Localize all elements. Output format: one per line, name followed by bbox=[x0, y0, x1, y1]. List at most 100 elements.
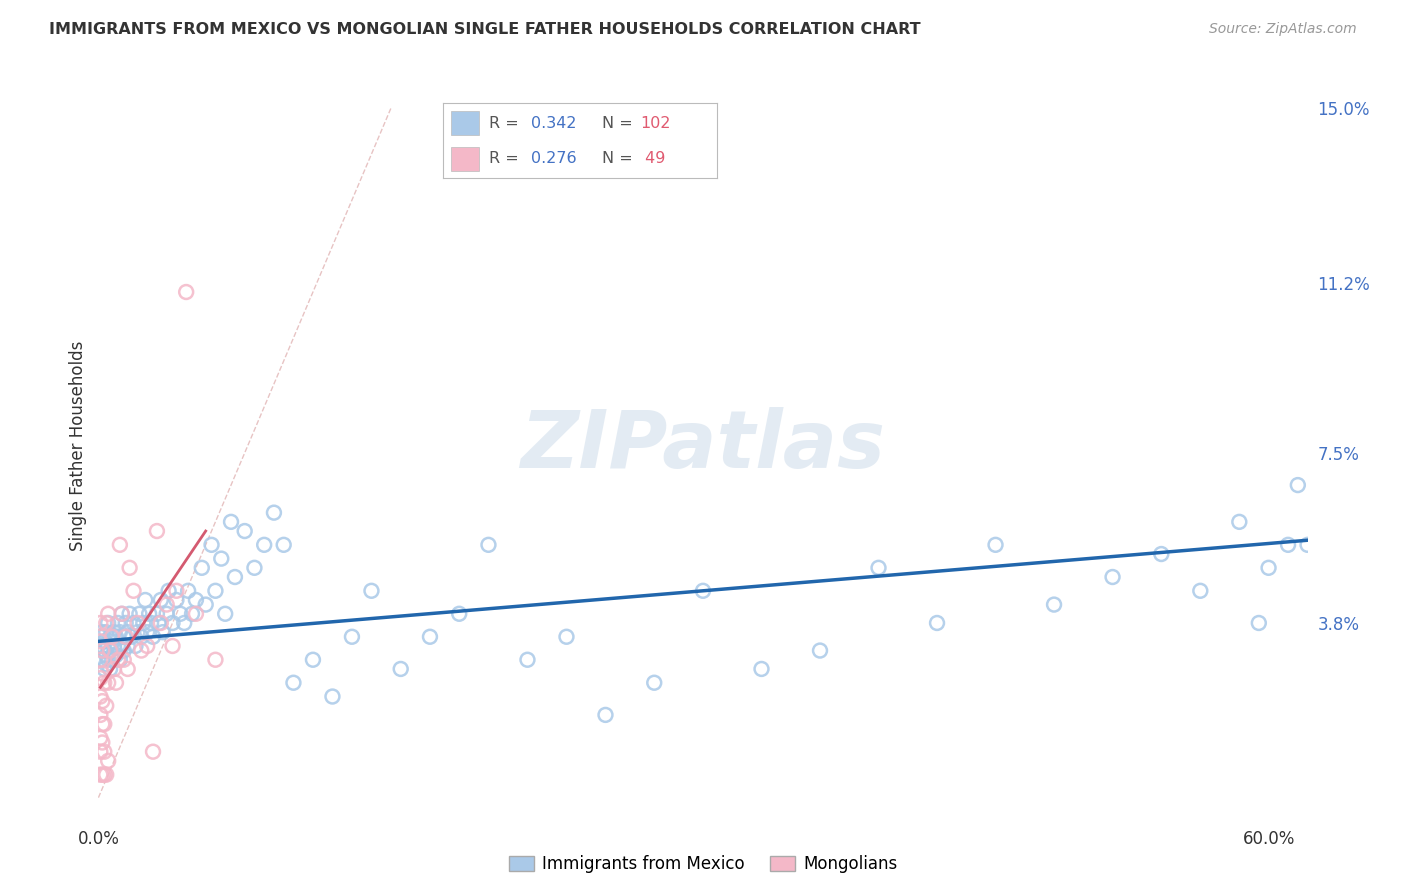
Point bbox=[209, 551, 232, 566]
Point bbox=[91, 653, 114, 667]
Point bbox=[283, 675, 305, 690]
Point bbox=[751, 662, 773, 676]
Point bbox=[96, 698, 118, 713]
Text: ZIPatlas: ZIPatlas bbox=[520, 407, 886, 485]
Point bbox=[131, 630, 153, 644]
Point bbox=[224, 570, 246, 584]
Point bbox=[122, 615, 145, 630]
Point bbox=[419, 630, 441, 644]
Point bbox=[321, 690, 343, 704]
Point bbox=[97, 675, 120, 690]
Point bbox=[111, 639, 134, 653]
Point bbox=[91, 735, 114, 749]
Text: IMMIGRANTS FROM MEXICO VS MONGOLIAN SINGLE FATHER HOUSEHOLDS CORRELATION CHART: IMMIGRANTS FROM MEXICO VS MONGOLIAN SING… bbox=[49, 22, 921, 37]
Point bbox=[97, 754, 120, 768]
Point bbox=[165, 593, 187, 607]
Point bbox=[89, 767, 111, 781]
Point bbox=[91, 666, 114, 681]
Point bbox=[868, 561, 890, 575]
Point bbox=[111, 607, 134, 621]
Point bbox=[200, 538, 222, 552]
Point bbox=[219, 515, 242, 529]
FancyBboxPatch shape bbox=[451, 146, 478, 171]
Point bbox=[93, 634, 115, 648]
Point bbox=[156, 598, 179, 612]
Point bbox=[101, 653, 124, 667]
Point bbox=[194, 598, 217, 612]
Point bbox=[117, 639, 139, 653]
Point bbox=[165, 583, 187, 598]
Point bbox=[204, 653, 226, 667]
Point bbox=[152, 625, 174, 640]
Point bbox=[101, 634, 124, 648]
Point bbox=[136, 625, 159, 640]
Text: N =: N = bbox=[602, 116, 638, 130]
Point bbox=[104, 675, 127, 690]
Text: Source: ZipAtlas.com: Source: ZipAtlas.com bbox=[1209, 22, 1357, 37]
Point bbox=[89, 690, 111, 704]
Point bbox=[156, 607, 179, 621]
Point bbox=[117, 662, 139, 676]
Point bbox=[142, 745, 165, 759]
Point bbox=[136, 639, 159, 653]
Point bbox=[1277, 538, 1299, 552]
Legend: Immigrants from Mexico, Mongolians: Immigrants from Mexico, Mongolians bbox=[502, 848, 904, 880]
Point bbox=[233, 524, 256, 538]
Point bbox=[101, 630, 124, 644]
Point bbox=[132, 615, 155, 630]
Point bbox=[1296, 538, 1319, 552]
Point bbox=[127, 615, 149, 630]
Point bbox=[174, 285, 197, 299]
Point bbox=[177, 583, 200, 598]
Text: R =: R = bbox=[489, 116, 524, 130]
Point bbox=[184, 593, 207, 607]
Point bbox=[302, 653, 325, 667]
Point bbox=[89, 731, 111, 745]
Point bbox=[204, 583, 226, 598]
Point bbox=[253, 538, 276, 552]
Point bbox=[104, 648, 127, 662]
Point bbox=[112, 643, 135, 657]
Point bbox=[96, 648, 118, 662]
Text: 0.342: 0.342 bbox=[530, 116, 576, 130]
Point bbox=[1286, 478, 1309, 492]
Point bbox=[108, 538, 131, 552]
Point bbox=[389, 662, 412, 676]
Point bbox=[96, 625, 118, 640]
Point bbox=[91, 717, 114, 731]
Point bbox=[157, 583, 180, 598]
Point bbox=[98, 643, 121, 657]
Point bbox=[91, 639, 114, 653]
Point bbox=[1101, 570, 1123, 584]
Point bbox=[103, 639, 125, 653]
Point bbox=[117, 625, 139, 640]
Point bbox=[89, 671, 111, 685]
Point bbox=[118, 561, 141, 575]
Point bbox=[134, 593, 156, 607]
Point bbox=[142, 630, 165, 644]
Point bbox=[131, 643, 153, 657]
Point bbox=[1150, 547, 1173, 561]
Text: 0.276: 0.276 bbox=[530, 151, 576, 166]
Point bbox=[595, 707, 617, 722]
Point bbox=[984, 538, 1007, 552]
Point bbox=[89, 707, 111, 722]
Y-axis label: Single Father Households: Single Father Households bbox=[69, 341, 87, 551]
Point bbox=[162, 615, 184, 630]
Point bbox=[516, 653, 538, 667]
Point bbox=[91, 643, 114, 657]
Point bbox=[128, 607, 150, 621]
Point bbox=[89, 630, 111, 644]
Point bbox=[149, 593, 172, 607]
Point bbox=[1189, 583, 1212, 598]
Point bbox=[96, 615, 118, 630]
Point bbox=[184, 607, 207, 621]
Point bbox=[122, 583, 145, 598]
Point bbox=[112, 630, 135, 644]
Point bbox=[89, 653, 111, 667]
Point bbox=[118, 607, 141, 621]
Point bbox=[89, 615, 111, 630]
Point bbox=[243, 561, 266, 575]
Point bbox=[121, 630, 143, 644]
Text: 49: 49 bbox=[640, 151, 665, 166]
